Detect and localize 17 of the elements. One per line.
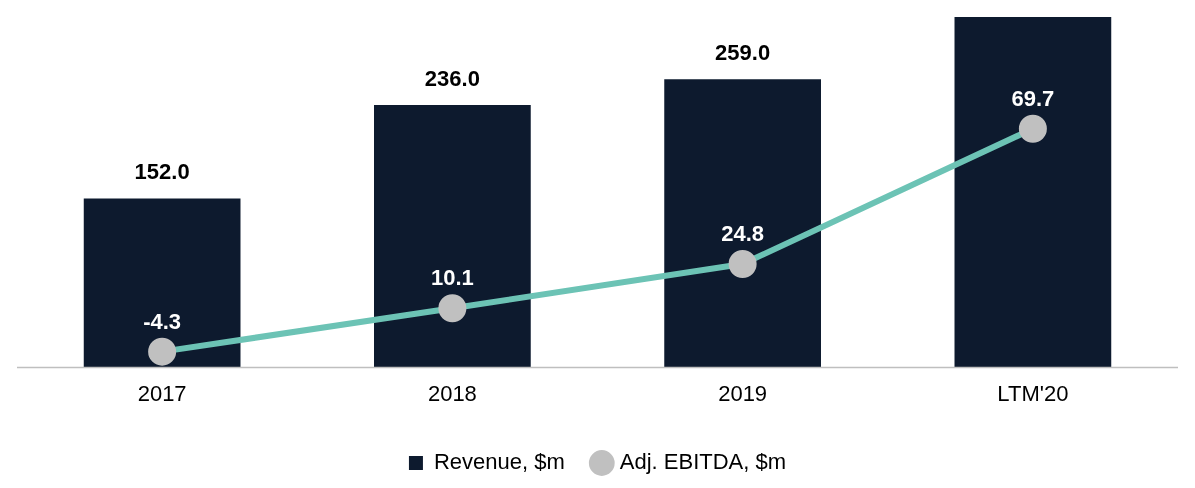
- data-label: 152.0: [134, 159, 190, 185]
- bar: [83, 198, 241, 368]
- x-tick-label: 2019: [718, 380, 768, 406]
- bar: [954, 17, 1112, 368]
- data-label: 10.1: [430, 265, 474, 291]
- legend-label: Adj. EBITDA, $m: [619, 449, 787, 475]
- bar: [374, 104, 531, 368]
- legend-label: Revenue, $m: [433, 449, 565, 475]
- data-label: 236.0: [424, 65, 480, 91]
- x-tick-label: LTM'20: [997, 380, 1069, 406]
- data-label: 69.7: [1011, 85, 1055, 111]
- data-label: -4.3: [143, 308, 182, 334]
- data-label: 259.0: [715, 40, 771, 66]
- bar: [664, 79, 821, 368]
- x-tick-label: 2017: [137, 380, 187, 406]
- x-tick-label: 2018: [427, 380, 477, 406]
- data-label: 24.8: [721, 221, 765, 247]
